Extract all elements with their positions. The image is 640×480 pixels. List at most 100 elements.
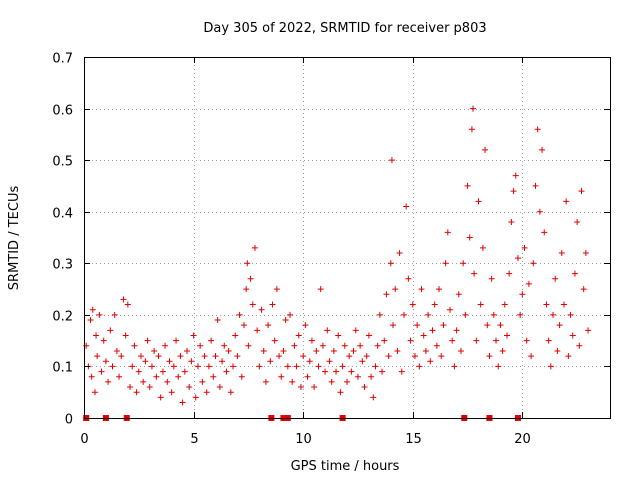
data-point: [262, 378, 269, 385]
data-point: [466, 234, 473, 241]
data-point: [197, 342, 204, 349]
data-point: [490, 311, 497, 318]
data-point: [418, 286, 425, 293]
data-point: [374, 342, 381, 349]
data-point: [398, 368, 405, 375]
data-point: [337, 389, 344, 396]
data-point: [453, 327, 460, 334]
data-point: [280, 347, 287, 354]
data-point: [153, 373, 160, 380]
data-point: [159, 368, 166, 375]
data-point: [129, 363, 136, 370]
data-point: [162, 342, 169, 349]
data-point: [405, 275, 412, 282]
data-point: [574, 219, 581, 226]
data-point: [339, 363, 346, 370]
data-point: [506, 270, 513, 277]
data-point: [346, 353, 353, 360]
x-tick-label: 0: [80, 432, 88, 447]
data-point: [547, 363, 554, 370]
data-point: [352, 327, 359, 334]
data-point: [512, 172, 519, 179]
data-point: [451, 363, 458, 370]
data-point: [269, 301, 276, 308]
data-point: [501, 301, 508, 308]
data-point: [137, 353, 144, 360]
data-point: [471, 270, 478, 277]
data-point: [271, 337, 278, 344]
data-point: [392, 286, 399, 293]
data-point: [462, 311, 469, 318]
data-point: [107, 327, 114, 334]
data-point: [554, 347, 561, 354]
data-point: [127, 384, 134, 391]
data-point: [541, 229, 548, 236]
data-point: [582, 249, 589, 256]
data-point: [302, 322, 309, 329]
data-point: [140, 378, 147, 385]
data-point: [144, 337, 151, 344]
data-point: [291, 342, 298, 349]
data-point: [449, 337, 456, 344]
data-point: [328, 378, 335, 385]
x-tick-label: 15: [405, 432, 422, 447]
data-point: [525, 280, 532, 287]
data-point: [330, 347, 337, 354]
data-point: [221, 342, 228, 349]
data-point: [444, 229, 451, 236]
y-tick-label: 0.3: [52, 258, 73, 273]
data-point: [431, 301, 438, 308]
data-point: [536, 208, 543, 215]
data-point: [580, 286, 587, 293]
data-point: [508, 219, 515, 226]
data-point: [552, 275, 559, 282]
data-point: [348, 368, 355, 375]
data-point: [240, 322, 247, 329]
data-point: [166, 358, 173, 365]
data-point: [186, 384, 193, 391]
data-point: [148, 363, 155, 370]
y-axis-label: SRMTID / TECUs: [7, 186, 22, 291]
data-point: [175, 373, 182, 380]
data-point: [379, 368, 386, 375]
data-point: [414, 322, 421, 329]
data-point: [133, 389, 140, 396]
data-point: [493, 337, 500, 344]
data-point: [91, 389, 98, 396]
data-point: [523, 337, 530, 344]
data-point: [258, 306, 265, 313]
y-tick-label: 0.5: [52, 155, 73, 170]
data-point: [376, 311, 383, 318]
data-point: [514, 255, 521, 262]
data-point: [381, 337, 388, 344]
data-point: [181, 368, 188, 375]
data-point: [232, 332, 239, 339]
data-point: [344, 378, 350, 385]
x-tick-label: 5: [190, 432, 198, 447]
data-point: [300, 353, 307, 360]
data-point: [184, 347, 191, 354]
data-point: [124, 301, 131, 308]
data-point: [495, 363, 502, 370]
data-point: [194, 363, 201, 370]
data-point: [530, 260, 537, 267]
data-point: [201, 353, 208, 360]
data-point: [199, 378, 206, 385]
data-point: [482, 146, 489, 153]
data-point: [420, 332, 427, 339]
data-point: [208, 337, 215, 344]
data-point: [560, 301, 567, 308]
data-point: [477, 301, 484, 308]
y-tick-label: 0.7: [52, 52, 73, 67]
data-point: [267, 358, 274, 365]
data-point: [565, 353, 572, 360]
x-tick-label: 10: [295, 432, 312, 447]
data-point: [93, 332, 100, 339]
data-point: [585, 327, 592, 334]
data-point: [203, 389, 210, 396]
data-point: [407, 337, 414, 344]
data-point: [470, 105, 477, 112]
data-point: [230, 363, 237, 370]
data-point: [324, 327, 331, 334]
